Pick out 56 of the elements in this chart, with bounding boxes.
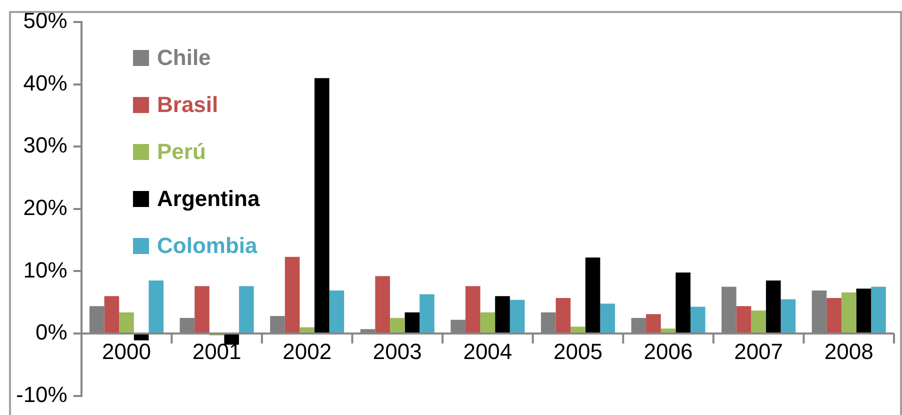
bar xyxy=(300,327,314,332)
bar xyxy=(224,334,240,345)
bar xyxy=(119,312,134,332)
bar xyxy=(570,326,586,332)
legend-label: Colombia xyxy=(157,232,258,259)
bar xyxy=(104,296,120,332)
bar xyxy=(390,318,405,332)
bar xyxy=(871,286,886,332)
bar xyxy=(465,286,480,332)
bar xyxy=(660,328,676,332)
bar xyxy=(194,286,210,332)
legend-label: Argentina xyxy=(157,185,260,212)
bar xyxy=(420,294,434,332)
bar xyxy=(751,310,766,332)
bar xyxy=(690,306,706,332)
bar xyxy=(239,286,254,332)
x-tick-label: 2001 xyxy=(192,339,242,364)
bar xyxy=(329,290,344,332)
y-tick-label: -10% xyxy=(16,382,68,407)
x-tick-label: 2004 xyxy=(463,339,512,364)
bar xyxy=(284,256,300,332)
bar xyxy=(314,78,330,332)
x-tick-label: 2003 xyxy=(372,339,422,364)
bar xyxy=(375,276,390,332)
bar xyxy=(404,312,420,332)
bar xyxy=(841,292,856,332)
x-tick-label: 2005 xyxy=(553,339,602,364)
bar xyxy=(646,314,661,332)
bar xyxy=(600,304,615,332)
x-tick-label: 2007 xyxy=(734,339,784,364)
legend-label: Brasil xyxy=(157,91,218,118)
x-tick-label: 2002 xyxy=(282,339,332,364)
x-tick-label: 2006 xyxy=(644,339,693,364)
y-tick-label: 10% xyxy=(23,257,68,282)
bar xyxy=(495,296,510,332)
bar xyxy=(480,312,496,332)
bar xyxy=(676,272,690,332)
bar xyxy=(585,257,600,332)
bar xyxy=(510,300,525,332)
bar xyxy=(556,298,571,332)
y-tick-label: 30% xyxy=(23,132,68,158)
legend-label: Chile xyxy=(157,44,211,71)
y-tick-label: 0% xyxy=(36,320,68,345)
y-tick-label: 20% xyxy=(23,194,68,220)
x-tick-label: 2008 xyxy=(824,339,874,364)
legend-label: Perú xyxy=(157,138,206,165)
bar xyxy=(856,288,872,332)
bar xyxy=(736,306,752,332)
bar xyxy=(766,280,781,332)
y-tick-label: 50% xyxy=(23,8,68,34)
x-tick-label: 2000 xyxy=(102,339,151,364)
bar xyxy=(826,298,842,332)
bar xyxy=(134,334,149,340)
y-tick-label: 40% xyxy=(23,70,68,96)
bar xyxy=(780,299,796,332)
bar xyxy=(148,280,164,332)
